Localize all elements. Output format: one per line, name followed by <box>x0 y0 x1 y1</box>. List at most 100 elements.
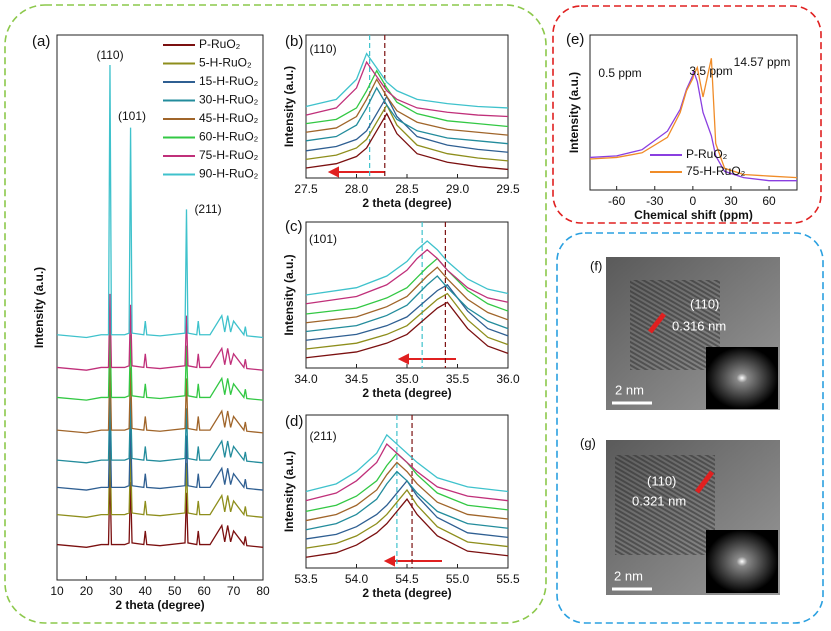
panel-label: (a) <box>32 33 50 50</box>
series-line <box>305 52 509 109</box>
x-tick-label: 53.5 <box>294 572 318 586</box>
series-line <box>305 112 509 171</box>
legend-label: 30-H-RuO₂ <box>199 93 259 107</box>
legend-label: P-RuO₂ <box>199 37 241 51</box>
y-axis-title: Intensity (a.u.) <box>282 451 296 532</box>
tem-image: (f) (110) 0.316 nm 2 nm <box>590 257 780 410</box>
legend-label: 90-H-RuO₂ <box>199 167 259 181</box>
series-line <box>305 86 509 145</box>
x-tick-label: 50 <box>168 584 182 598</box>
marker <box>648 312 666 334</box>
x-tick-label: 55.5 <box>496 572 520 586</box>
x-tick-label: 34.5 <box>345 372 369 386</box>
series-line <box>305 275 509 333</box>
series-line <box>305 301 509 359</box>
x-tick-label: 30 <box>724 194 738 208</box>
series-line <box>589 70 797 182</box>
x-axis-title: 2 theta (degree) <box>362 386 451 400</box>
y-axis-title: Intensity (a.u.) <box>282 254 296 335</box>
series-line <box>305 292 509 350</box>
saed-inset <box>706 530 778 593</box>
series-line <box>305 77 509 136</box>
annotation: (211) <box>194 202 221 216</box>
series-line <box>305 240 509 296</box>
series-line <box>305 498 509 558</box>
series-line <box>56 441 264 518</box>
arrow-head <box>397 353 409 365</box>
group-box <box>556 232 824 624</box>
x-axis-title: 2 theta (degree) <box>115 598 204 612</box>
x-tick-label: 80 <box>256 584 270 598</box>
x-tick-label: 28.5 <box>395 182 419 196</box>
group-box <box>4 4 547 624</box>
x-tick-label: 28.0 <box>345 182 369 196</box>
series-line <box>56 323 264 401</box>
y-axis-title: Intensity (a.u.) <box>567 72 581 153</box>
x-tick-label: 60 <box>197 584 211 598</box>
series-line <box>305 461 509 522</box>
series-line <box>305 488 509 549</box>
panel-label: (g) <box>580 435 596 450</box>
annotation: (101) <box>118 109 146 123</box>
legend-label: 75-H-RuO₂ <box>686 164 746 178</box>
lattice <box>630 280 720 370</box>
annotation: 14.57 ppm <box>734 55 791 69</box>
legend-label: 45-H-RuO₂ <box>199 111 259 125</box>
series-line <box>305 443 509 502</box>
x-tick-label: 20 <box>80 584 94 598</box>
lattice <box>615 455 715 555</box>
annotation: (211) <box>309 429 336 443</box>
x-tick-label: -30 <box>646 194 664 208</box>
x-tick-label: 55.0 <box>446 572 470 586</box>
series-line <box>305 266 509 324</box>
x-tick-label: 10 <box>50 584 64 598</box>
series-line <box>305 479 509 540</box>
spacing-label: 0.316 nm <box>672 318 726 333</box>
legend-label: 5-H-RuO₂ <box>199 56 252 70</box>
y-axis-title: Intensity (a.u.) <box>32 267 46 348</box>
scale-label: 2 nm <box>615 382 644 397</box>
spacing-label: 0.321 nm <box>632 493 686 508</box>
series-line <box>56 356 264 434</box>
annotation: (101) <box>309 232 337 246</box>
series-line <box>305 283 509 341</box>
annotation: (110) <box>96 48 123 62</box>
x-tick-label: 60 <box>762 194 776 208</box>
plot-frame <box>589 34 798 191</box>
annotation: 3.5 ppm <box>689 64 732 78</box>
series-line <box>589 58 798 179</box>
panel-label: (d) <box>285 413 303 430</box>
saed-inset <box>706 347 778 409</box>
x-axis-title: Chemical shift (ppm) <box>634 208 753 222</box>
legend-label: 75-H-RuO₂ <box>199 148 259 162</box>
x-tick-label: 70 <box>227 584 241 598</box>
x-tick-label: -60 <box>608 194 626 208</box>
panel-label: (b) <box>285 33 303 50</box>
scale-label: 2 nm <box>614 568 643 583</box>
x-tick-label: 34.0 <box>294 372 318 386</box>
x-tick-label: 30 <box>109 584 123 598</box>
panel-label: (e) <box>566 31 584 48</box>
series-line <box>56 64 264 339</box>
plane-label: (110) <box>690 296 719 311</box>
series-line <box>305 257 509 315</box>
series-line <box>305 433 509 493</box>
series-line <box>56 386 264 464</box>
legend-label: 60-H-RuO₂ <box>199 130 259 144</box>
x-tick-label: 35.5 <box>446 372 470 386</box>
series-line <box>56 293 264 371</box>
x-tick-label: 29.5 <box>496 182 520 196</box>
annotation: 0.5 ppm <box>598 66 641 80</box>
x-tick-label: 27.5 <box>294 182 318 196</box>
group-box <box>552 5 822 224</box>
tem-image: (g) (110) 0.321 nm 2 nm <box>580 435 780 595</box>
series-line <box>305 69 509 128</box>
series-line <box>56 413 264 491</box>
x-axis-title: 2 theta (degree) <box>362 586 451 600</box>
arrow-head <box>327 166 339 178</box>
legend-label: 15-H-RuO₂ <box>199 74 259 88</box>
annotation: (110) <box>309 42 336 56</box>
x-axis-title: 2 theta (degree) <box>362 196 451 210</box>
